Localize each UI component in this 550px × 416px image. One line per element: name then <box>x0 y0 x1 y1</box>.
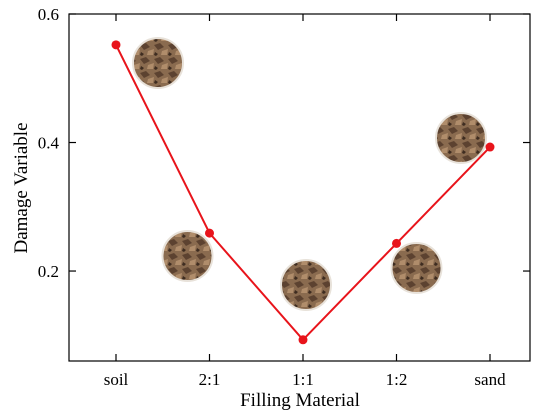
sample-photos <box>132 37 487 311</box>
data-point <box>111 40 121 50</box>
y-axis-label: Damage Variable <box>11 122 32 253</box>
y-tick-label: 0.2 <box>38 262 59 281</box>
x-tick-label: 2:1 <box>199 370 221 389</box>
y-tick-label: 0.4 <box>38 134 60 153</box>
x-tick-label: sand <box>474 370 506 389</box>
data-point <box>298 335 308 345</box>
x-tick-label: soil <box>104 370 129 389</box>
sample-photo-0 <box>132 37 184 89</box>
data-point <box>205 228 214 238</box>
y-tick-label: 0.6 <box>38 5 59 24</box>
sample-photo-1 <box>161 230 214 282</box>
sample-photo-4 <box>435 112 487 164</box>
x-tick-label: 1:2 <box>386 370 408 389</box>
data-point <box>392 238 401 248</box>
axis-ticks: soil 2:1 1:1 1:2 sand 0.2 0.4 0.6 <box>38 5 530 389</box>
plot-frame <box>68 13 531 362</box>
x-tick-label: 1:1 <box>292 370 314 389</box>
sample-photo-3 <box>390 242 443 294</box>
data-point <box>485 142 495 152</box>
series-markers <box>111 40 495 345</box>
x-axis-label: Filling Material <box>240 390 360 411</box>
sample-photo-2 <box>280 259 332 311</box>
